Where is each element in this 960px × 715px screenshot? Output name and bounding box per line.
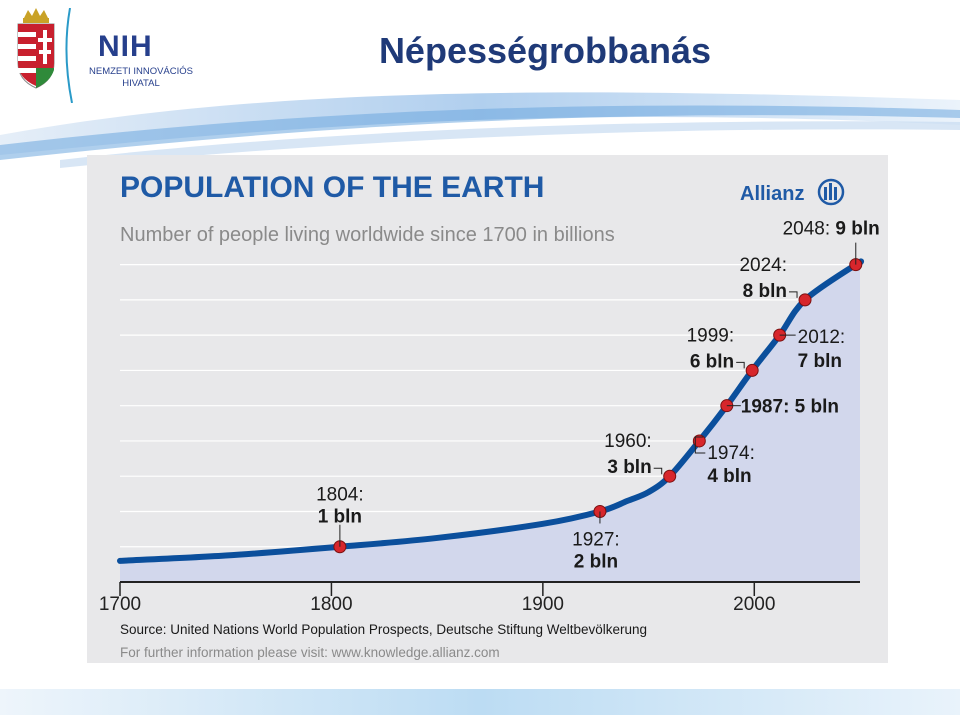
milestone-leader [653, 467, 663, 475]
coat-of-arms-icon [17, 8, 73, 103]
milestone-year: 1960: [604, 431, 652, 452]
allianz-eagle-icon [817, 178, 845, 206]
allianz-brand-text: Allianz [740, 183, 804, 205]
slide-title: Népességrobbanás [378, 30, 712, 71]
chart-svg: 1700 1800 1900 2000 1804:1 bln 1927:2 bln 196… [99, 171, 880, 660]
milestone-label: 1987: 5 bln [741, 397, 839, 418]
nih-logo: NIH NEMZETI INNOVÁCIÓS HIVATAL [10, 8, 200, 103]
milestone-year: 1974: [707, 443, 755, 464]
milestone-marker [692, 434, 706, 448]
milestone-year: 1804: [316, 485, 364, 506]
milestone-year: 2024: [739, 255, 787, 276]
milestone-leader [789, 291, 798, 298]
nih-logo-line2: HIVATAL [122, 78, 160, 89]
milestone-value: 7 bln [798, 351, 842, 372]
milestone-year: 1999: [687, 325, 735, 346]
milestone-label: 2048: 9 bln [783, 219, 880, 240]
milestone-marker [663, 469, 677, 483]
nih-logo-line1: NEMZETI INNOVÁCIÓS [89, 66, 193, 77]
milestone-leader [736, 361, 745, 369]
decorative-swoosh [0, 92, 960, 168]
milestone-leader [694, 436, 706, 454]
x-tick-label: 1900 [522, 594, 564, 615]
decorative-footer [0, 689, 960, 715]
milestone-value: 2 bln [574, 551, 618, 572]
population-area [120, 261, 862, 582]
x-tick-label: 1700 [99, 594, 141, 615]
milestone-value: 6 bln [690, 351, 734, 372]
milestone-marker [745, 363, 759, 377]
milestone-value: 3 bln [607, 457, 651, 478]
nih-logo-subtitle: NEMZETI INNOVÁCIÓS HIVATAL [86, 66, 196, 90]
milestone-year: 1927: [572, 529, 620, 550]
nih-logo-text: NIH [98, 30, 153, 63]
chart-subtitle: Number of people living worldwide since … [120, 224, 615, 246]
milestone-value: 8 bln [743, 281, 787, 302]
chart-source: Source: United Nations World Population … [120, 622, 647, 637]
allianz-logo: Allianz [740, 178, 845, 206]
milestone-value: 4 bln [707, 466, 751, 487]
x-axis-ticks: 1700 1800 1900 2000 [99, 582, 775, 615]
x-tick-label: 2000 [733, 594, 775, 615]
milestone-labels: 1804:1 bln 1927:2 bln 1960: 3 bln 1974:4 bln… [316, 219, 880, 573]
milestone-value: 1 bln [318, 507, 362, 528]
milestone-year: 2012: [798, 327, 846, 348]
x-tick-label: 1800 [310, 594, 352, 615]
chart-title: POPULATION OF THE EARTH [120, 171, 544, 204]
chart-further-info: For further information please visit: ww… [120, 645, 500, 660]
milestone-marker [798, 293, 812, 307]
population-chart: 1700 1800 1900 2000 1804: 1 bln 1927: 2 bln 196… [87, 155, 888, 663]
